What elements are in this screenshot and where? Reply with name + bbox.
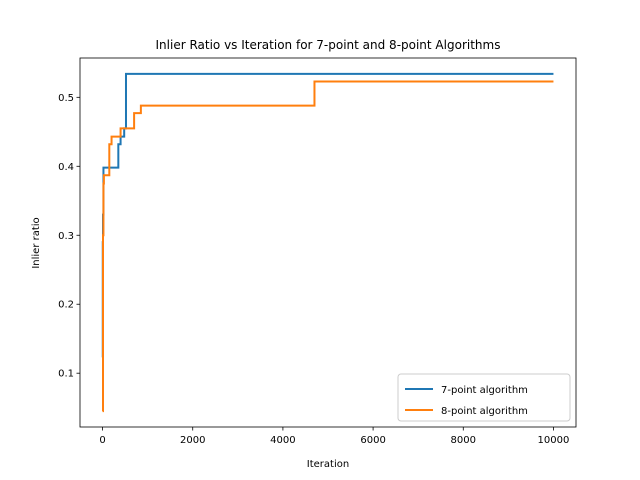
- series-layer: [101, 72, 554, 413]
- y-tick-label: 0.2: [58, 300, 74, 311]
- x-tick-label: 4000: [270, 435, 295, 446]
- y-tick-label: 0.3: [58, 231, 74, 242]
- y-tick-label: 0.5: [58, 93, 74, 104]
- legend-label: 8-point algorithm: [441, 406, 528, 417]
- x-tick-label: 10000: [538, 435, 570, 446]
- y-axis: 0.1 0.2 0.3 0.4 0.5: [58, 93, 80, 380]
- plot-frame: [79, 57, 577, 428]
- x-tick-label: 8000: [451, 435, 476, 446]
- x-tick-label: 6000: [360, 435, 385, 446]
- series-line-eight-point: [102, 80, 554, 413]
- x-tick-label: 0: [99, 435, 105, 446]
- legend-label: 7-point algorithm: [441, 385, 528, 396]
- x-axis: 0 2000 4000 6000 8000 10000: [99, 427, 569, 446]
- legend: 7-point algorithm 8-point algorithm: [397, 373, 571, 422]
- x-tick-label: 2000: [180, 435, 205, 446]
- y-tick-label: 0.1: [58, 369, 74, 380]
- legend-box: [397, 373, 571, 422]
- chart-title: Inlier Ratio vs Iteration for 7-point an…: [156, 38, 501, 52]
- x-axis-label: Iteration: [307, 459, 349, 470]
- y-axis-label: Inlier ratio: [31, 217, 42, 268]
- y-tick-label: 0.4: [58, 162, 74, 173]
